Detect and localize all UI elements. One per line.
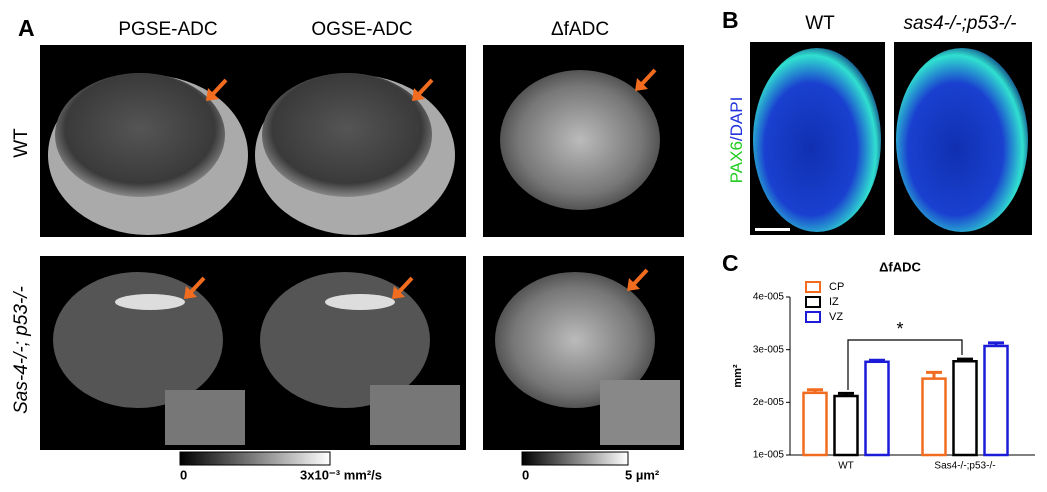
arrows: [184, 68, 657, 299]
colorbar: [179, 451, 331, 466]
legend-swatch: [805, 311, 821, 323]
y-tick-label: 3e-005: [753, 344, 785, 355]
colorbar: [521, 451, 629, 466]
y-tick-label: 2e-005: [753, 397, 785, 408]
significance-bracket: [847, 339, 963, 390]
annotation: *: [896, 319, 903, 339]
error-bar: [988, 341, 1004, 346]
panel-label: B: [722, 7, 739, 33]
stain-pax6: PAX6: [727, 141, 746, 183]
stain-dapi: /DAPI: [727, 97, 746, 141]
row-label: Sas-4-/-; p53-/-: [11, 286, 32, 414]
legend-label: IZ: [829, 296, 839, 308]
colorbar-label: 5 µm²: [625, 467, 660, 482]
mri-images: [40, 45, 684, 450]
column-title: sas4-/-;p53-/-: [904, 13, 1017, 34]
colorbar-label: 0: [522, 467, 529, 482]
column-title: WT: [805, 13, 835, 34]
bar: [802, 391, 828, 457]
error-bar: [869, 358, 885, 362]
column-title: PGSE-ADC: [118, 19, 217, 40]
panel-label: C: [722, 250, 739, 276]
column-title: OGSE-ADC: [311, 19, 412, 40]
x-tick-label: WT: [838, 461, 854, 472]
bar: [833, 394, 859, 457]
error-bar: [926, 370, 942, 379]
legend-label: CP: [829, 281, 844, 293]
chart-title: ΔfADC: [879, 259, 921, 274]
colorbar-label: 0: [180, 467, 187, 482]
colorbar-label: 3x10⁻³ mm²/s: [300, 467, 382, 482]
stain-label: PAX6/DAPI: [727, 97, 746, 184]
y-tick-label: 1e-005: [753, 450, 785, 461]
y-tick-label: 4e-005: [753, 292, 785, 303]
bar: [952, 360, 978, 457]
error-bar: [957, 357, 973, 362]
row-label: WT: [11, 128, 32, 158]
bar: [921, 377, 947, 457]
histology-images: [750, 42, 1032, 235]
y-axis-label: mm²: [732, 364, 744, 388]
bar: [983, 344, 1009, 457]
legend-swatch: [805, 296, 821, 308]
legend-swatch: [805, 281, 821, 293]
error-bar: [807, 388, 823, 393]
x-tick-label: Sas4-/-;p53-/-: [934, 461, 995, 472]
error-bar: [838, 391, 854, 397]
bar: [864, 360, 890, 457]
panel-label: A: [18, 15, 35, 41]
column-title: ΔfADC: [551, 19, 609, 40]
legend-label: VZ: [829, 311, 843, 323]
